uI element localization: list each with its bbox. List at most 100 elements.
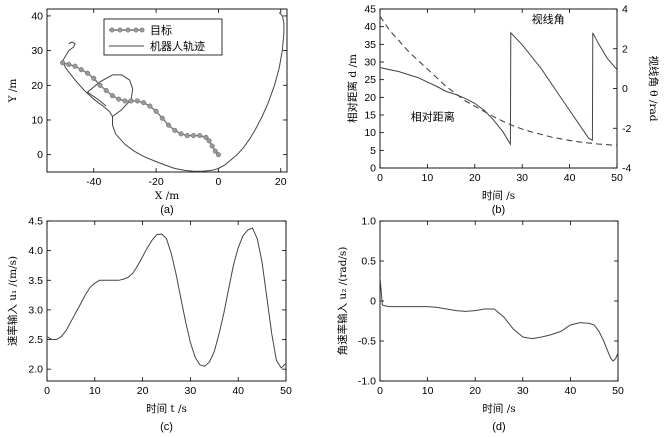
y-right-tick-label: -2 — [622, 123, 631, 135]
y-tick-label: 2.0 — [28, 364, 43, 376]
x-tick-label: 10 — [422, 385, 434, 397]
y-tick-label: 45 — [364, 4, 376, 16]
x-tick-label: -20 — [148, 176, 163, 188]
target-point — [78, 67, 84, 73]
y-tick-label: 30 — [364, 57, 376, 69]
plot-frame — [46, 8, 288, 173]
series-sight-angle — [379, 31, 618, 146]
y-tick-label: 5 — [370, 145, 376, 157]
x-tick-label: 40 — [232, 385, 244, 397]
target-point — [215, 152, 221, 158]
target-point — [84, 70, 91, 76]
x-tick-label: 0 — [216, 176, 222, 188]
x-tick-label: 50 — [612, 385, 624, 397]
y-tick-label: 3.0 — [28, 304, 43, 316]
y-tick-label: 20 — [31, 80, 43, 92]
x-axis-label: 时间 t /s — [146, 402, 187, 415]
y-tick-label: 0 — [370, 296, 376, 308]
x-axis-label: X /m — [155, 190, 179, 202]
annotation-relative-distance: 相对距离 — [411, 109, 455, 123]
series-target — [62, 62, 219, 156]
x-tick-label: 10 — [89, 385, 101, 397]
target-point — [172, 127, 178, 133]
y-tick-label: -1.0 — [358, 376, 376, 388]
x-tick-label: 30 — [516, 172, 528, 184]
y-tick-label: 35 — [364, 39, 376, 51]
target-point — [116, 96, 122, 102]
panel-c: 0 10 20 30 40 50 2.0 2.5 3.0 3.5 4.0 4.5 时间 t /s 速率输入… — [6, 216, 292, 434]
y-axis-label: Y /m — [7, 79, 19, 104]
plot-frame — [379, 8, 618, 169]
target-point — [203, 134, 209, 140]
y-tick-label: 40 — [364, 21, 376, 33]
y-tick-label: 15 — [364, 110, 376, 122]
y-axis-label-right: 视线角 θ /rad — [647, 55, 660, 121]
y-tick-label: 1.0 — [361, 216, 376, 228]
legend-box — [103, 18, 223, 56]
series-relative-distance — [379, 15, 618, 146]
target-point — [197, 133, 203, 139]
legend-target-marker — [117, 27, 123, 33]
x-tick-label: 0 — [44, 385, 50, 397]
target-point — [122, 98, 128, 104]
y-tick-label: 0.5 — [361, 256, 376, 268]
y-right-tick-label: 2 — [622, 43, 628, 55]
y-axis-label-left: 相对距离 d /m — [346, 54, 359, 123]
x-tick-label: 10 — [422, 172, 434, 184]
x-tick-label: 40 — [565, 385, 577, 397]
panel-caption: (b) — [492, 204, 505, 216]
y-tick-label: 40 — [31, 10, 43, 22]
target-point — [166, 122, 172, 128]
target-point — [190, 133, 197, 139]
plot-frame — [379, 220, 619, 382]
target-point — [159, 115, 165, 121]
y-tick-label: 25 — [364, 74, 376, 86]
target-point — [141, 100, 147, 106]
panel-caption: (d) — [492, 421, 505, 433]
legend-target-marker — [133, 27, 139, 33]
target-point — [72, 63, 78, 69]
target-point — [153, 108, 159, 114]
annotation-sight-angle: 视线角 — [532, 12, 565, 26]
x-tick-label: 50 — [280, 385, 292, 397]
x-tick-label: 20 — [469, 172, 481, 184]
target-point — [178, 131, 184, 137]
x-tick-label: 0 — [377, 172, 383, 184]
panel-caption: (c) — [160, 421, 173, 433]
target-point — [206, 138, 212, 144]
legend-target-marker — [139, 27, 145, 33]
target-point — [147, 103, 153, 109]
x-tick-label: 20 — [137, 385, 149, 397]
y-tick-label: 2.5 — [28, 334, 43, 346]
target-point — [134, 98, 140, 104]
y-tick-label: 10 — [364, 127, 376, 139]
target-point — [60, 60, 66, 66]
series-robot-trajectory — [62, 12, 285, 172]
panel-caption: (a) — [160, 204, 173, 216]
x-tick-label: 20 — [469, 385, 481, 397]
target-point — [212, 148, 218, 154]
x-axis-label: 时间 /s — [482, 189, 515, 202]
y-tick-label: -0.5 — [358, 336, 376, 348]
y-right-tick-label: 0 — [622, 83, 628, 95]
x-tick-label: 40 — [564, 172, 576, 184]
y-tick-label: 30 — [31, 45, 43, 57]
x-tick-label: 50 — [611, 172, 623, 184]
series-robot-trajectory-loop — [86, 74, 134, 117]
target-point — [109, 93, 116, 99]
plot-frame — [46, 220, 287, 382]
y-tick-label: 10 — [31, 114, 43, 126]
legend-target-label: 目标 — [150, 23, 172, 37]
y-tick-label: 0 — [37, 149, 43, 161]
target-point — [103, 87, 109, 94]
panel-d: 0 10 20 30 40 50 -1.0 -0.5 0 0.5 1.0 时间 /s 角速率输入 u₂ … — [336, 216, 624, 434]
y-axis-label: 速率输入 u₁ /(m/s) — [6, 256, 19, 346]
target-point — [97, 82, 103, 88]
x-tick-label: 20 — [275, 176, 287, 188]
x-tick-label: -40 — [86, 176, 101, 188]
legend-robot-label: 机器人轨迹 — [150, 39, 205, 53]
panel-b: 0 10 20 30 40 50 0 5 10 15 20 25 30 35 40 45 -4 -2 0 2 4 视线角相… — [346, 4, 660, 217]
